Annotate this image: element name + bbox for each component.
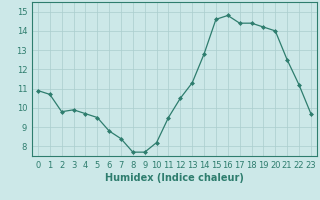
X-axis label: Humidex (Indice chaleur): Humidex (Indice chaleur) — [105, 173, 244, 183]
